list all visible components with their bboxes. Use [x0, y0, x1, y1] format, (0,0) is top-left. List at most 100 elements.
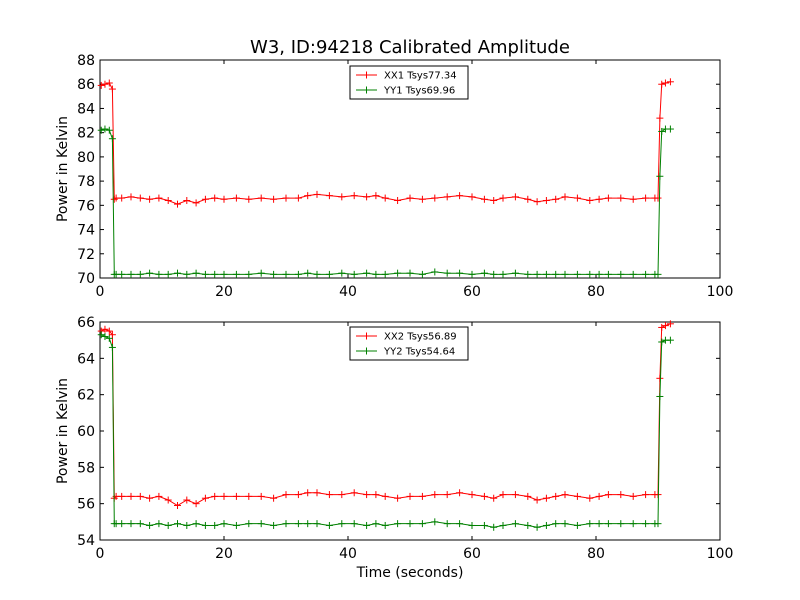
data-point	[661, 79, 669, 87]
data-point	[201, 494, 209, 502]
data-point	[155, 194, 163, 202]
data-point	[97, 81, 105, 89]
data-point	[232, 194, 240, 202]
data-point	[573, 194, 581, 202]
data-point	[431, 194, 439, 202]
data-point	[595, 492, 603, 500]
y-tick-label: 62	[77, 388, 95, 404]
data-point	[220, 195, 228, 203]
legend-entry: XX1 Tsys77.34	[356, 71, 457, 82]
data-point	[604, 520, 612, 528]
x-tick-label: 0	[96, 546, 105, 562]
y-tick-label: 76	[77, 198, 95, 214]
data-point	[183, 196, 191, 204]
data-point	[468, 270, 476, 278]
data-point	[211, 194, 219, 202]
data-point	[313, 520, 321, 528]
data-point	[350, 270, 358, 278]
data-point	[394, 520, 402, 528]
data-point	[552, 195, 560, 203]
data-point	[136, 492, 144, 500]
data-point	[511, 520, 519, 528]
data-point	[524, 195, 532, 203]
data-point	[418, 270, 426, 278]
data-point	[656, 374, 664, 382]
data-point	[350, 520, 358, 528]
data-point	[118, 270, 126, 278]
data-point	[211, 270, 219, 278]
data-point	[101, 333, 109, 341]
data-point	[245, 270, 253, 278]
data-point	[372, 520, 380, 528]
data-point	[533, 270, 541, 278]
data-point	[406, 492, 414, 500]
data-point	[542, 270, 550, 278]
data-point	[617, 270, 625, 278]
data-point	[586, 196, 594, 204]
data-point	[586, 494, 594, 502]
data-point	[595, 270, 603, 278]
data-point	[561, 491, 569, 499]
data-point	[658, 338, 666, 346]
legend-label: YY1 Tsys69.96	[383, 86, 455, 97]
y-tick-label: 60	[77, 424, 95, 440]
data-point	[304, 269, 312, 277]
data-point	[192, 269, 200, 277]
series-line	[101, 81, 671, 205]
data-point	[480, 195, 488, 203]
data-point	[468, 521, 476, 529]
data-point	[294, 194, 302, 202]
data-point	[245, 520, 253, 528]
data-point	[524, 270, 532, 278]
data-point	[192, 500, 200, 508]
data-point	[338, 193, 346, 201]
data-point	[313, 270, 321, 278]
data-point	[105, 126, 113, 134]
data-point	[136, 520, 144, 528]
data-point	[480, 521, 488, 529]
data-point	[127, 270, 135, 278]
data-point	[533, 496, 541, 504]
data-point	[573, 492, 581, 500]
data-point	[220, 492, 228, 500]
legend-entry: YY1 Tsys69.96	[356, 86, 455, 97]
data-point	[542, 494, 550, 502]
data-point	[313, 489, 321, 497]
data-point	[666, 336, 674, 344]
legend-box	[349, 326, 469, 361]
data-point	[325, 491, 333, 499]
data-point	[192, 520, 200, 528]
data-point	[443, 269, 451, 277]
data-point	[101, 325, 109, 333]
data-point	[443, 520, 451, 528]
data-point	[155, 520, 163, 528]
data-point	[105, 79, 113, 87]
data-point	[381, 492, 389, 500]
legend: XX2 Tsys56.89 YY2 Tsys54.64	[349, 326, 469, 361]
data-point	[372, 192, 380, 200]
data-point	[629, 195, 637, 203]
y-tick-label: 84	[77, 101, 95, 117]
data-point	[164, 521, 172, 529]
data-point	[586, 270, 594, 278]
data-point	[654, 194, 662, 202]
y-tick-label: 58	[77, 460, 95, 476]
data-point	[136, 194, 144, 202]
data-point	[552, 492, 560, 500]
x-tick-label: 40	[339, 546, 357, 562]
y-tick-label: 88	[77, 53, 95, 69]
legend: XX1 Tsys77.34 YY1 Tsys69.96	[349, 65, 469, 100]
data-point	[542, 521, 550, 529]
data-point	[350, 192, 358, 200]
data-point	[338, 269, 346, 277]
data-point	[136, 270, 144, 278]
data-point	[105, 327, 113, 335]
x-tick-label: 20	[215, 546, 233, 562]
chart-title: W3, ID:94218 Calibrated Amplitude	[250, 37, 570, 58]
data-point	[127, 520, 135, 528]
data-point	[666, 125, 674, 133]
data-point	[418, 195, 426, 203]
data-point	[164, 270, 172, 278]
data-point	[304, 520, 312, 528]
